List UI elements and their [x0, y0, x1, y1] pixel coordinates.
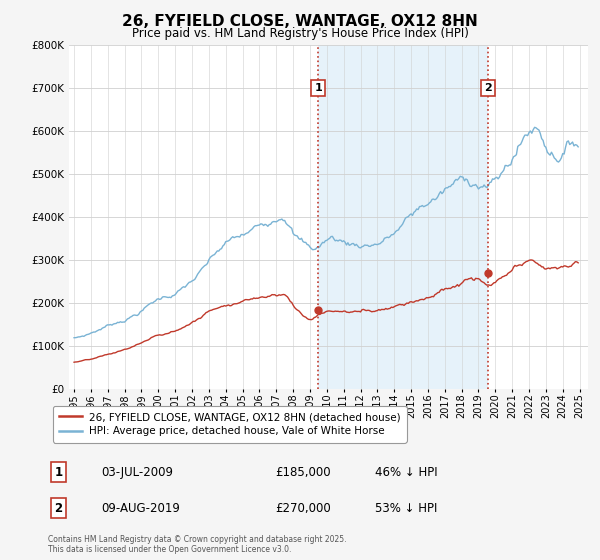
- Bar: [319, 45, 488, 389]
- Text: 2: 2: [55, 502, 62, 515]
- Text: 2: 2: [484, 83, 492, 93]
- Text: 26, FYFIELD CLOSE, WANTAGE, OX12 8HN: 26, FYFIELD CLOSE, WANTAGE, OX12 8HN: [122, 14, 478, 29]
- Text: 1: 1: [55, 465, 62, 479]
- Text: £185,000: £185,000: [275, 465, 331, 479]
- Text: 03-JUL-2009: 03-JUL-2009: [101, 465, 173, 479]
- Text: Price paid vs. HM Land Registry's House Price Index (HPI): Price paid vs. HM Land Registry's House …: [131, 27, 469, 40]
- Text: 46% ↓ HPI: 46% ↓ HPI: [376, 465, 438, 479]
- Text: 09-AUG-2019: 09-AUG-2019: [101, 502, 179, 515]
- Text: £270,000: £270,000: [275, 502, 331, 515]
- Text: Contains HM Land Registry data © Crown copyright and database right 2025.
This d: Contains HM Land Registry data © Crown c…: [48, 535, 347, 554]
- Text: 1: 1: [314, 83, 322, 93]
- Text: 53% ↓ HPI: 53% ↓ HPI: [376, 502, 438, 515]
- Legend: 26, FYFIELD CLOSE, WANTAGE, OX12 8HN (detached house), HPI: Average price, detac: 26, FYFIELD CLOSE, WANTAGE, OX12 8HN (de…: [53, 406, 407, 442]
